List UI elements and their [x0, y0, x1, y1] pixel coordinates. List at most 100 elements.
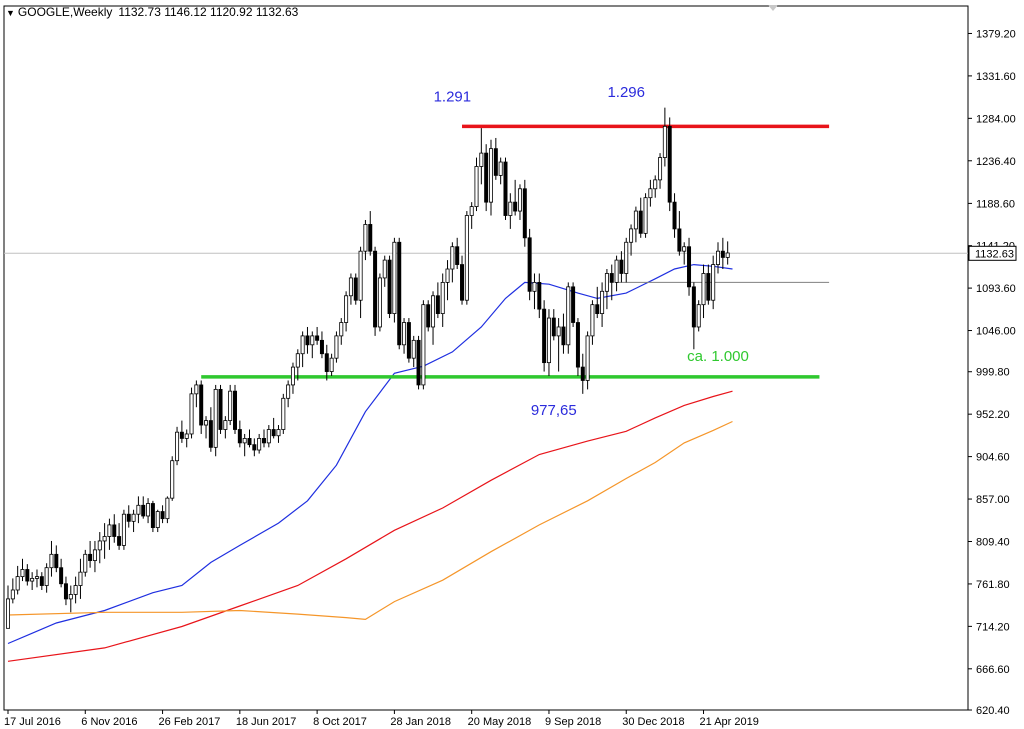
candle-body: [49, 553, 54, 569]
candle: [194, 380, 199, 408]
candle: [242, 433, 247, 457]
candle: [566, 282, 571, 354]
candle-body: [97, 540, 102, 551]
plot-frame: [3, 5, 969, 711]
candle: [614, 255, 619, 292]
price-tick-label: 904.60: [976, 452, 1010, 464]
price-tick-label: 1331.60: [976, 71, 1016, 83]
candle-body: [266, 429, 271, 444]
candle: [233, 384, 238, 434]
candle-body: [368, 224, 373, 252]
annotation-label: ca. 1.000: [687, 348, 749, 365]
candle: [542, 300, 547, 372]
candle-body: [324, 353, 329, 372]
candle: [460, 255, 465, 305]
current-price-label: 1132.63: [975, 248, 1014, 260]
candle: [580, 353, 585, 394]
candle-body: [662, 125, 667, 158]
candle: [488, 139, 493, 216]
candle-body: [218, 388, 223, 430]
time-axis: 17 Jul 2016 6 Nov 2016 26 Feb 2017 18 Jun 2…: [4, 710, 759, 728]
candle-body: [551, 317, 556, 337]
candle-body: [6, 598, 11, 629]
candle: [121, 509, 126, 550]
candle-body: [117, 536, 122, 546]
candle: [334, 331, 339, 363]
candle-body: [513, 201, 518, 212]
candle: [508, 193, 513, 229]
candle: [30, 572, 35, 590]
price-tick-label: 809.40: [976, 536, 1010, 548]
candle-body: [426, 304, 431, 328]
candle-body: [358, 250, 363, 301]
candle: [146, 498, 151, 524]
price-tick-label: 1236.40: [976, 156, 1016, 168]
candle-body: [440, 281, 445, 314]
symbol-label: GOOGLE,Weekly: [17, 5, 113, 19]
candle: [295, 349, 300, 381]
candle-body: [633, 210, 638, 230]
time-tick-label: 26 Feb 2017: [159, 716, 221, 728]
time-tick-label: 20 May 2018: [468, 716, 532, 728]
candle-body: [604, 273, 609, 292]
candle-body: [199, 384, 204, 426]
candle: [83, 549, 88, 577]
candle: [315, 326, 320, 345]
candle-body: [25, 569, 30, 582]
price-tick-label: 1093.60: [976, 283, 1016, 295]
price-tick-label: 1188.60: [976, 198, 1015, 210]
candle: [595, 286, 600, 319]
candle: [609, 264, 614, 301]
time-tick-label: 6 Nov 2016: [81, 716, 137, 728]
candle-body: [406, 322, 411, 359]
candle: [725, 241, 730, 265]
candle: [44, 563, 49, 593]
ma-orange-moving-average: [7, 420, 733, 621]
candle: [484, 144, 489, 212]
candle-body: [696, 304, 701, 328]
candle: [464, 211, 469, 305]
candle-body: [88, 553, 93, 561]
price-tick-label: 1379.20: [976, 28, 1016, 40]
candle-body: [170, 460, 175, 499]
candle: [155, 509, 160, 533]
candle: [117, 523, 122, 550]
candle: [204, 416, 209, 439]
candle-body: [34, 576, 39, 579]
candle-body: [595, 304, 600, 314]
candle-body: [575, 322, 580, 368]
triangle-down-icon[interactable]: ▼: [6, 8, 15, 18]
candle-body: [648, 188, 653, 199]
candle-body: [431, 295, 436, 328]
candle-body: [658, 157, 663, 181]
candle: [720, 237, 725, 270]
candle-body: [363, 224, 368, 252]
candle: [344, 291, 349, 332]
candle: [266, 425, 271, 448]
candle: [416, 335, 421, 390]
candle-body: [720, 250, 725, 258]
candle-body: [189, 393, 194, 435]
candle: [662, 107, 667, 167]
candle: [6, 585, 11, 629]
candle-body: [146, 503, 151, 517]
candle-body: [281, 397, 286, 430]
candle: [682, 242, 687, 265]
candle: [561, 313, 566, 354]
candle-body: [377, 277, 382, 328]
candle: [677, 211, 682, 256]
candle: [131, 509, 136, 533]
ohlc-values: 1132.73 1146.12 1120.92 1132.63: [118, 5, 299, 19]
candle-body: [527, 237, 532, 292]
candle: [479, 128, 484, 185]
candle: [691, 282, 696, 350]
candle-body: [213, 388, 218, 448]
candle-body: [460, 264, 465, 301]
candle: [353, 273, 358, 305]
candle: [310, 331, 315, 359]
candle-body: [233, 390, 238, 430]
candle-body: [397, 241, 402, 346]
candle-body: [102, 536, 107, 542]
candle: [585, 331, 590, 390]
